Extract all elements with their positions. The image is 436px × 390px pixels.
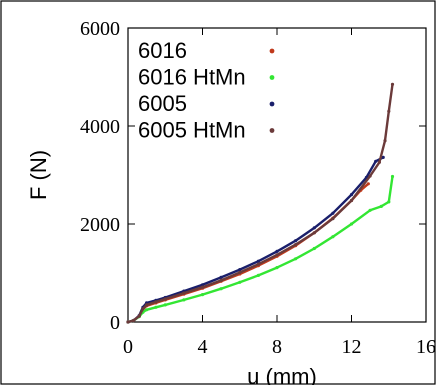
data-point xyxy=(219,275,223,279)
data-point xyxy=(200,283,205,287)
legend-label: 6016 xyxy=(138,38,187,63)
y-tick-label: 6000 xyxy=(80,18,120,40)
data-point xyxy=(238,280,242,284)
data-point xyxy=(256,262,260,266)
data-point xyxy=(145,308,149,312)
data-point xyxy=(312,231,316,235)
legend-marker xyxy=(269,101,275,107)
x-tick-label: 16 xyxy=(416,336,436,358)
data-point xyxy=(390,82,395,86)
data-point xyxy=(349,198,354,203)
data-point xyxy=(387,109,391,113)
y-tick-label: 2000 xyxy=(80,214,120,236)
data-point xyxy=(383,139,387,143)
ticks-layer: 0 4 8 12 16 0 2000 4000 6000 xyxy=(80,18,436,358)
legend-marker xyxy=(269,48,275,54)
data-point xyxy=(141,307,145,311)
data-point xyxy=(390,174,395,179)
series-6005-htmn xyxy=(126,82,395,324)
legend-label: 6005 HtMn xyxy=(138,118,246,143)
data-point xyxy=(200,285,205,289)
data-point xyxy=(126,320,130,324)
data-point xyxy=(154,300,158,304)
data-point xyxy=(368,174,372,178)
data-point xyxy=(312,246,316,251)
data-point xyxy=(238,270,242,275)
data-point xyxy=(331,211,335,215)
data-point xyxy=(163,297,167,301)
data-point xyxy=(275,249,279,253)
data-point xyxy=(387,200,391,204)
data-point xyxy=(275,253,279,257)
series-line xyxy=(126,83,394,324)
x-tick-label: 8 xyxy=(272,336,282,358)
data-point xyxy=(294,239,298,243)
data-point xyxy=(331,235,335,239)
legend-marker xyxy=(269,128,275,133)
data-point xyxy=(154,305,158,309)
data-point xyxy=(377,160,381,164)
y-axis-label: F (N) xyxy=(26,150,51,200)
data-point xyxy=(219,287,223,291)
data-point xyxy=(200,293,205,297)
data-point xyxy=(381,155,385,159)
data-point xyxy=(182,298,186,302)
legend-label: 6016 HtMn xyxy=(138,65,246,90)
data-point xyxy=(374,159,378,163)
data-point xyxy=(379,204,383,208)
data-point xyxy=(294,257,298,261)
y-tick-label: 4000 xyxy=(80,116,120,138)
y-tick-label: 0 xyxy=(110,312,120,334)
data-point xyxy=(238,268,242,272)
data-point xyxy=(275,266,279,270)
data-point xyxy=(145,303,149,307)
data-point xyxy=(368,208,372,212)
x-tick-label: 12 xyxy=(342,336,362,358)
legend-label: 6005 xyxy=(138,91,187,116)
x-tick-label: 0 xyxy=(123,336,133,358)
x-axis-label: u (mm) xyxy=(247,364,317,385)
data-point xyxy=(163,303,167,307)
data-point xyxy=(366,182,370,186)
data-point xyxy=(137,314,141,318)
data-point xyxy=(349,193,354,197)
data-point xyxy=(331,217,335,221)
data-point xyxy=(182,291,186,295)
data-point xyxy=(132,318,136,323)
data-point xyxy=(349,222,354,226)
x-tick-label: 4 xyxy=(198,336,208,358)
data-point xyxy=(256,273,260,277)
series-layer xyxy=(126,82,395,324)
data-point xyxy=(294,243,298,247)
data-point xyxy=(312,226,316,230)
legend-marker xyxy=(269,75,275,80)
data-point xyxy=(219,278,223,282)
data-point xyxy=(256,259,260,263)
